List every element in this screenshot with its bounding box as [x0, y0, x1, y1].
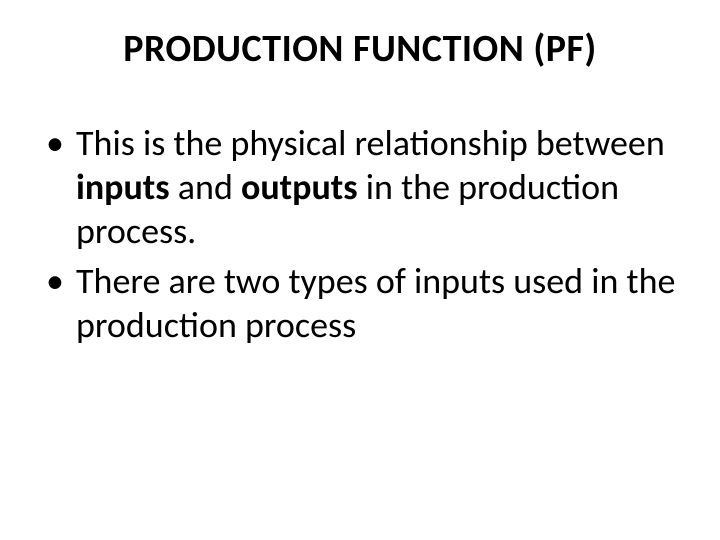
slide-body: This is the physical relationship betwee… [40, 122, 680, 348]
slide-container: PRODUCTION FUNCTION (PF) This is the phy… [0, 0, 720, 540]
bullet-text: There are two types of inputs used in th… [76, 259, 675, 347]
bullet-text-bold: inputs [76, 165, 178, 209]
bullet-text-mid: and [178, 165, 241, 209]
slide-title: PRODUCTION FUNCTION (PF) [40, 26, 680, 72]
list-item: This is the physical relationship betwee… [40, 122, 680, 254]
list-item: There are two types of inputs used in th… [40, 260, 680, 348]
bullet-text-bold: outputs [241, 165, 366, 209]
bullet-list: This is the physical relationship betwee… [40, 122, 680, 348]
bullet-text-pre: This is the physical relationship betwee… [76, 121, 665, 165]
